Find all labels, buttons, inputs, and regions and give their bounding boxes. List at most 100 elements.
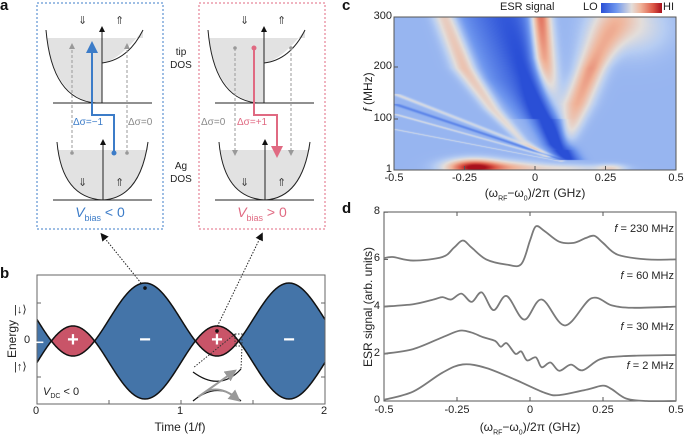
xtick-1: 1 xyxy=(177,405,184,417)
delta-sigma-zero-label: Δσ=0 xyxy=(128,117,153,128)
heatmap-title: ESR signal xyxy=(500,1,555,13)
xlabel-sub: RF xyxy=(493,429,503,437)
panel-label-b: b xyxy=(0,265,10,282)
box-vbias-negative xyxy=(36,2,164,230)
series-label: f = 2 MHz xyxy=(566,360,674,372)
xtick-label: 0.25 xyxy=(592,404,614,416)
spin-down-symbol: ⇓ xyxy=(78,15,88,27)
esr-curve-0 xyxy=(383,225,677,268)
tunneling-path-blue xyxy=(86,41,115,153)
lobe-sign-label: − xyxy=(283,329,295,351)
plus-lobe xyxy=(51,325,95,357)
condition: < 0 xyxy=(60,386,80,398)
vdc-annotation: VDC < 0 xyxy=(43,386,79,400)
energy-level-upper xyxy=(36,282,326,357)
f-symbol: f xyxy=(620,321,624,334)
xtick-label: 0.5 xyxy=(668,404,684,416)
esr-curve-3 xyxy=(383,363,677,403)
v-symbol: V xyxy=(237,204,247,220)
esr-heatmap xyxy=(394,17,676,170)
transition-arrow xyxy=(197,369,237,398)
f-symbol: f xyxy=(614,223,618,236)
lobe-sign-label: + xyxy=(211,329,223,351)
series-name: = 230 MHz xyxy=(617,223,674,236)
spin-up-symbol: ⇑ xyxy=(115,15,125,27)
colorbar-lo: LO xyxy=(583,1,598,13)
colorbar-hi: HI xyxy=(663,1,674,13)
minus-lobe xyxy=(37,319,52,363)
spin-up-symbol: ⇑ xyxy=(277,15,287,27)
xtick-label: -0.5 xyxy=(384,172,404,184)
ytick-label: 6 xyxy=(373,252,380,265)
v-subscript: DC xyxy=(50,393,61,401)
plus-lobe xyxy=(195,325,239,357)
xtick-label: -0.25 xyxy=(444,404,470,416)
xtick-label: -0.25 xyxy=(451,172,478,184)
f-symbol: f xyxy=(620,270,624,283)
ytick-label: 1 xyxy=(385,163,392,175)
minus-lobe xyxy=(238,283,325,399)
series-label: f = 30 MHz xyxy=(566,321,675,334)
ag-dos-label: Ag DOS xyxy=(164,160,198,186)
time-axis-label: Time (1/f) xyxy=(154,420,206,434)
marker-dot xyxy=(215,329,219,333)
spin-down-symbol: ⇓ xyxy=(240,15,250,27)
condition: < 0 xyxy=(101,204,125,220)
ytick-label: 100 xyxy=(373,112,392,124)
panel-label-a: a xyxy=(0,0,9,14)
spin-up-symbol: ⇑ xyxy=(115,177,125,189)
ytick-label: 300 xyxy=(373,10,392,22)
lobe-sign-label: + xyxy=(67,329,79,351)
delta-sigma-zero-label: Δσ=0 xyxy=(201,117,226,128)
detuning-axis-label-c: (ωRF−ω0)/2π (GHz) xyxy=(455,186,615,202)
spin-down-symbol: ⇓ xyxy=(240,177,250,189)
xlabel-part: (ω xyxy=(484,186,499,200)
connector-arrow-left xyxy=(100,232,146,289)
ag-label: Ag xyxy=(174,161,188,172)
delta-sigma-minus-label: Δσ=−1 xyxy=(73,117,104,128)
v-symbol: V xyxy=(75,204,85,220)
ytick-spin-down: |↓⟩ xyxy=(14,304,27,316)
xtick-label: 0.25 xyxy=(594,172,617,184)
xtick-label: 0.5 xyxy=(668,172,684,184)
detuning-axis-label-d: (ωRF−ω0)/2π (GHz) xyxy=(450,420,610,436)
box-vbias-positive xyxy=(198,2,326,230)
xlabel-part: )/2π (GHz) xyxy=(527,186,586,200)
connector-arrow-right xyxy=(215,232,263,330)
ytick-label: 8 xyxy=(373,205,380,218)
xtick-label: 0 xyxy=(531,172,539,184)
xlabel-sub: 0 xyxy=(518,429,523,437)
vbias-positive-label: Vbias > 0 xyxy=(199,204,325,223)
esr-curve-1 xyxy=(383,291,677,327)
v-subscript: bias xyxy=(246,212,264,223)
lobe-sign-label: − xyxy=(139,329,151,351)
v-subscript: bias xyxy=(84,212,102,223)
minus-lobe xyxy=(94,283,196,399)
xtick-2: 2 xyxy=(321,405,328,417)
xlabel-part: −ω xyxy=(502,420,519,434)
xtick-label: 0 xyxy=(526,404,534,416)
avoided-crossing-upper xyxy=(192,368,242,382)
dos-label: DOS xyxy=(170,174,192,185)
series-label: f = 60 MHz xyxy=(566,270,675,283)
xtick-0: 0 xyxy=(33,405,40,417)
esr-curve-2 xyxy=(383,329,677,372)
tip-dos-label: tip DOS xyxy=(164,46,198,72)
zoom-region xyxy=(234,333,243,347)
ytick-label: 0 xyxy=(373,394,380,406)
spin-up-symbol: ⇑ xyxy=(277,177,287,189)
series-name: = 2 MHz xyxy=(629,359,674,372)
ytick-label: 2 xyxy=(373,346,380,359)
series-label: f = 230 MHz xyxy=(566,223,674,235)
tunneling-path-red xyxy=(253,48,283,158)
transition-arrow xyxy=(204,388,241,402)
tip-label: tip xyxy=(175,47,187,58)
dos-label: DOS xyxy=(170,60,192,71)
xlabel-part: −ω xyxy=(507,186,524,200)
panel-label-c: c xyxy=(342,0,351,14)
lobe-sign-label: − xyxy=(35,334,44,350)
